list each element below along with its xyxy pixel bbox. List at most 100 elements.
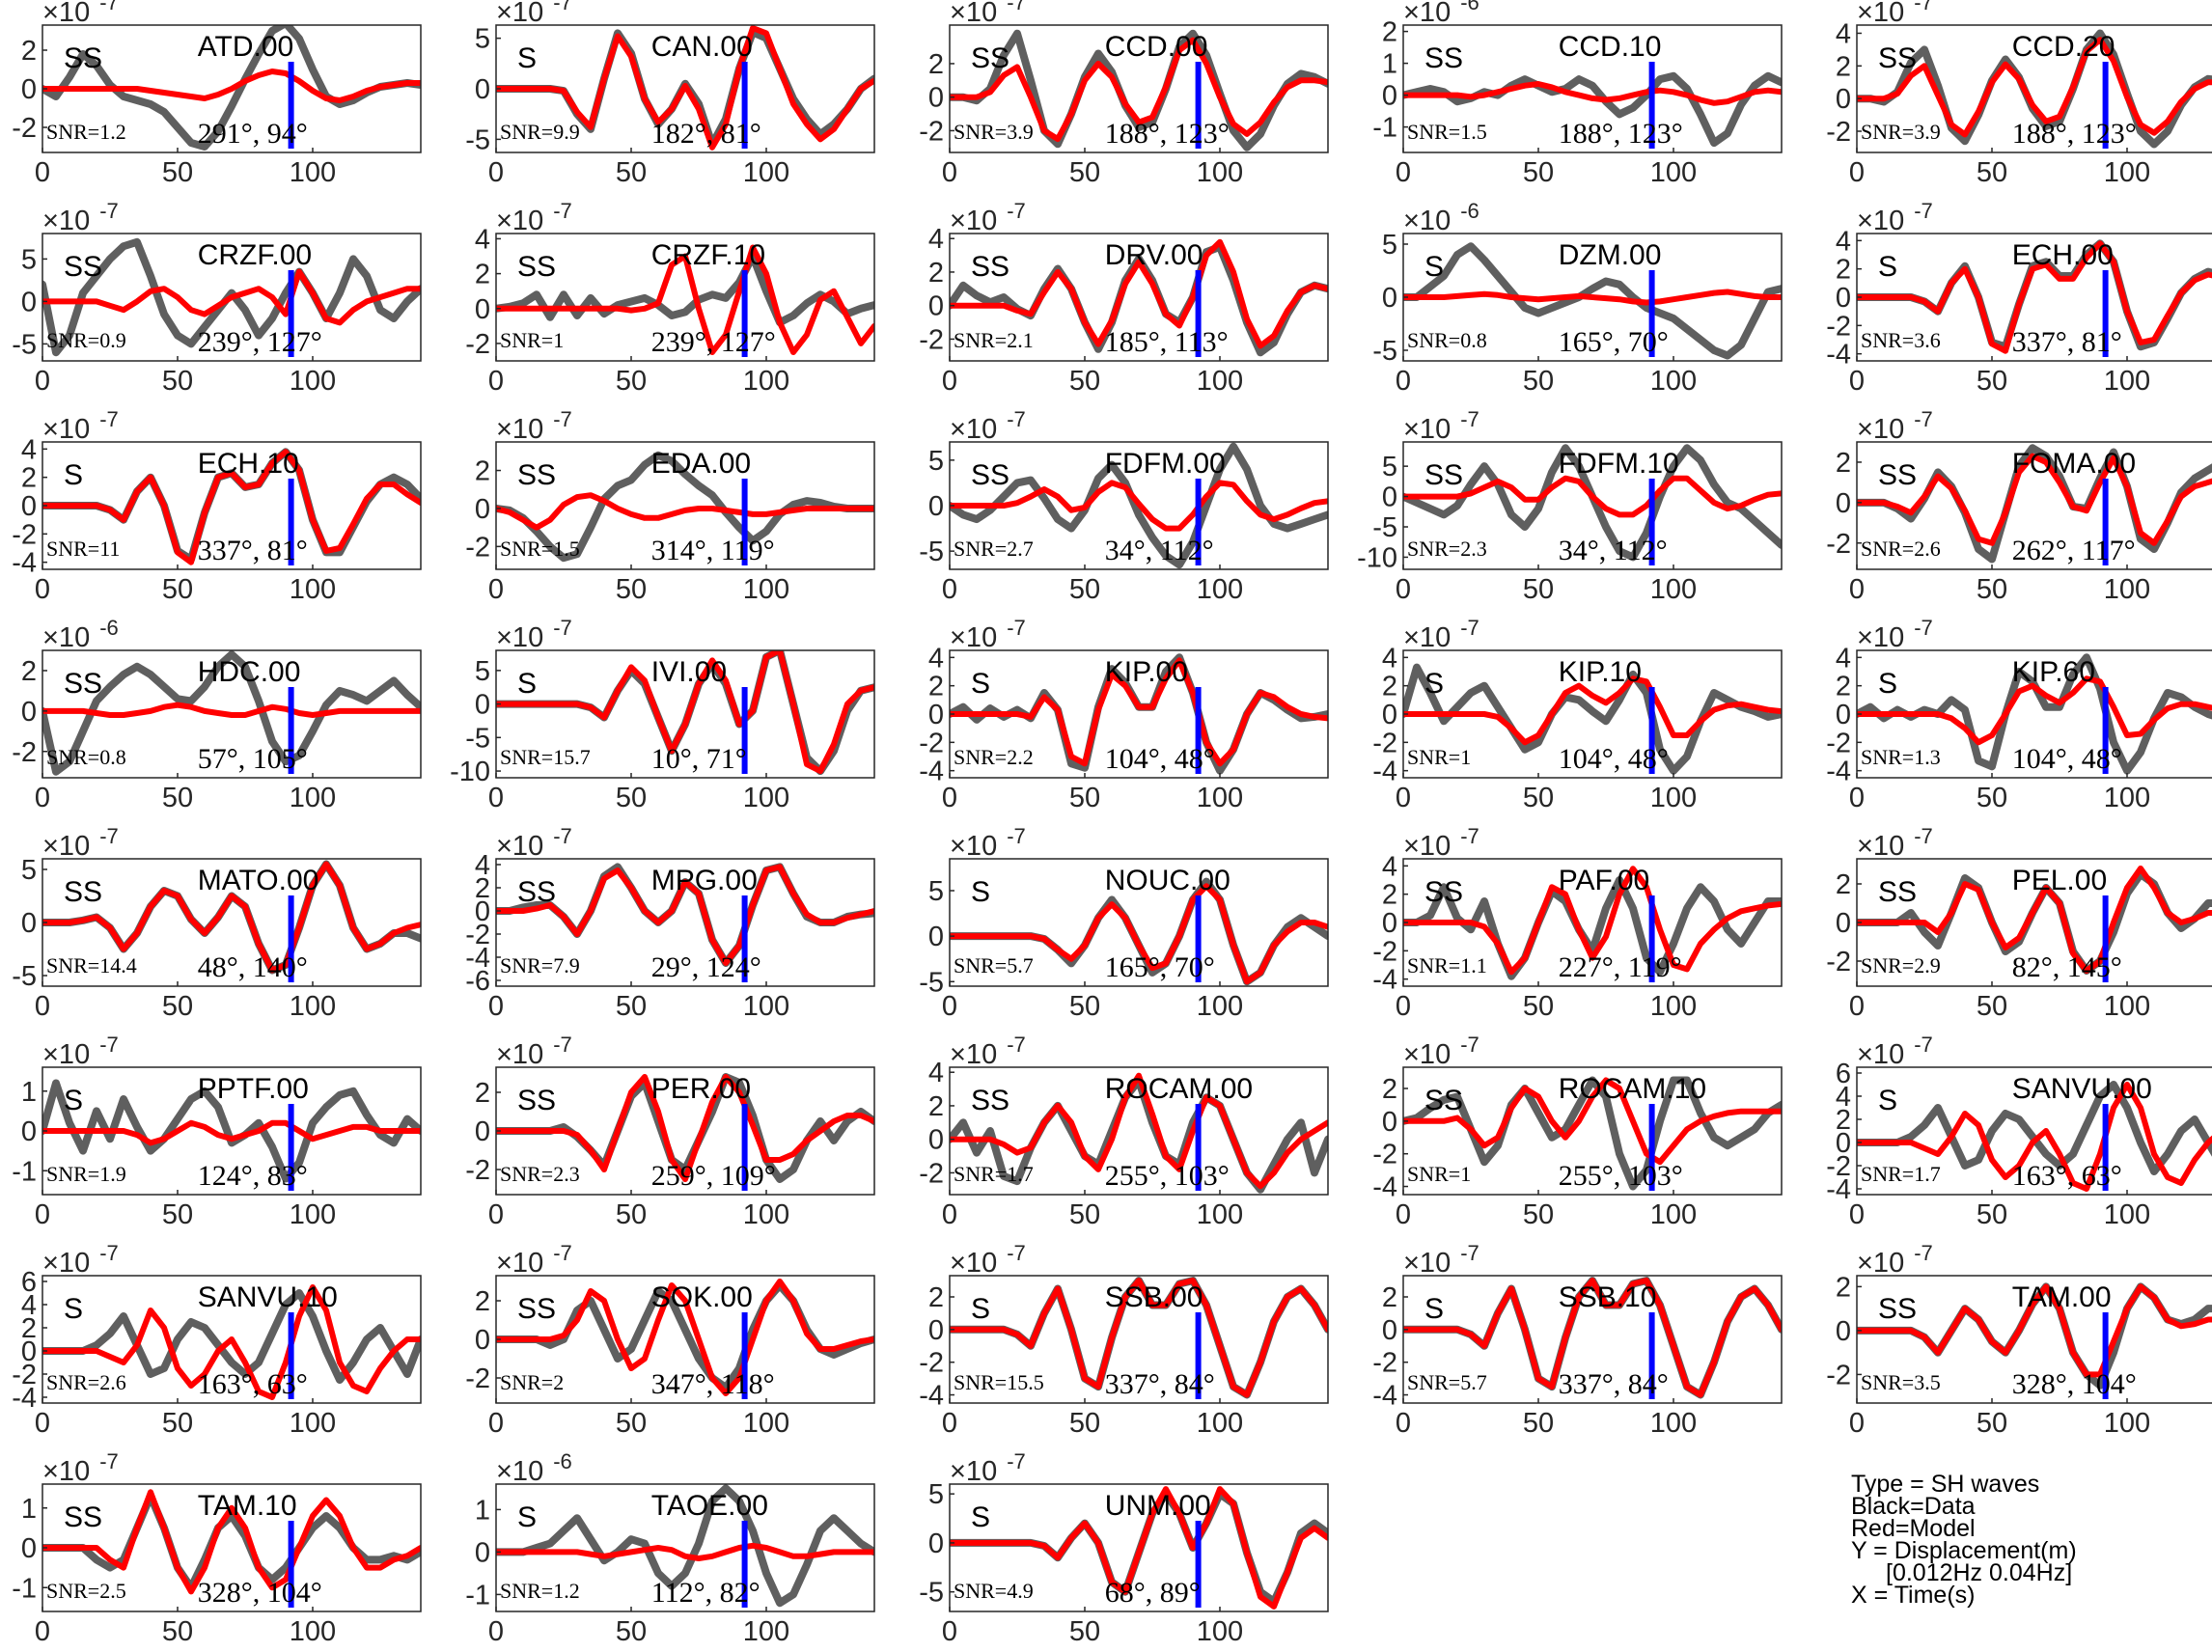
angles-label: 239°, 127° bbox=[651, 326, 776, 358]
y-tick-label: -2 bbox=[1826, 311, 1851, 342]
x-tick-label: 50 bbox=[616, 1408, 647, 1439]
y-tick-label: 0 bbox=[21, 697, 37, 728]
x-tick-label: 50 bbox=[616, 157, 647, 188]
phase-label: S bbox=[971, 876, 990, 908]
model-trace bbox=[42, 861, 421, 974]
x-tick-label: 0 bbox=[1849, 783, 1865, 813]
x-tick-label: 0 bbox=[1849, 157, 1865, 188]
data-trace bbox=[42, 237, 421, 357]
y-exponent: ×10 -7 bbox=[1857, 616, 1933, 653]
y-exponent: ×10 -7 bbox=[496, 1241, 572, 1279]
axes-box bbox=[1856, 441, 2212, 570]
x-tick-label: 50 bbox=[162, 1616, 193, 1647]
panel-tam-10: 0 50 100 -1 0 1×10 -7 SS TAM.10 SNR=2.5 328°, 104° bbox=[12, 1449, 422, 1647]
model-trace bbox=[42, 449, 421, 565]
panel-crzf-10: 0 50 100 -2 0 2 4×10 -7 SS CRZF.10 SNR=1 239°, 127° bbox=[465, 199, 875, 397]
phase-label: S bbox=[1878, 668, 1897, 700]
y-tick-label: 4 bbox=[928, 224, 944, 255]
x-tick-label: 50 bbox=[162, 1199, 193, 1230]
y-tick-label: -4 bbox=[919, 1381, 944, 1412]
y-tick-label: 0 bbox=[475, 1537, 490, 1568]
x-tick-label: 0 bbox=[942, 157, 957, 188]
snr-label: SNR=2.6 bbox=[1861, 537, 1941, 561]
station-label: CCD.00 bbox=[1105, 31, 1208, 63]
x-tick-label: 0 bbox=[1849, 991, 1865, 1022]
x-tick-label: 0 bbox=[1396, 1408, 1411, 1439]
x-tick-label: 100 bbox=[290, 783, 336, 813]
snr-label: SNR=9.9 bbox=[500, 120, 580, 144]
station-label: TAOE.00 bbox=[651, 1490, 768, 1522]
y-tick-label: 0 bbox=[1836, 1128, 1851, 1159]
y-exponent: ×10 -7 bbox=[496, 199, 572, 236]
model-trace bbox=[1403, 675, 1782, 746]
axes-box bbox=[495, 649, 875, 779]
x-tick-label: 50 bbox=[1523, 991, 1554, 1022]
station-label: SANVU.10 bbox=[198, 1281, 338, 1313]
y-tick-label: -4 bbox=[12, 548, 37, 579]
phase-label: S bbox=[1878, 1085, 1897, 1116]
snr-label: SNR=3.5 bbox=[1861, 1370, 1941, 1394]
x-tick-label: 50 bbox=[1977, 1199, 2007, 1230]
x-tick-label: 0 bbox=[1849, 1199, 1865, 1230]
y-exponent: ×10 -7 bbox=[950, 616, 1026, 653]
model-trace bbox=[950, 883, 1328, 985]
station-label: KIP.60 bbox=[2012, 656, 2095, 688]
angles-label: 337°, 81° bbox=[2012, 326, 2122, 358]
y-exponent: ×10 -7 bbox=[950, 0, 1026, 28]
phase-label: SS bbox=[64, 668, 102, 700]
axes-box bbox=[41, 649, 422, 779]
angles-label: 347°, 118° bbox=[651, 1368, 775, 1400]
station-label: SANVU.00 bbox=[2012, 1073, 2152, 1105]
phase-label: SS bbox=[1878, 1293, 1917, 1325]
x-tick-label: 50 bbox=[1523, 366, 1554, 397]
y-tick-label: -5 bbox=[12, 961, 37, 992]
y-tick-label: 0 bbox=[475, 294, 490, 325]
y-tick-label: 1 bbox=[21, 1077, 37, 1108]
y-exponent: ×10 -7 bbox=[42, 407, 119, 445]
y-tick-label: -2 bbox=[465, 532, 490, 563]
data-trace bbox=[496, 252, 874, 327]
snr-label: SNR=1.9 bbox=[46, 1162, 126, 1186]
axes-box bbox=[1856, 1066, 2212, 1196]
angles-label: 328°, 104° bbox=[198, 1577, 322, 1609]
y-tick-label: -1 bbox=[465, 1580, 490, 1611]
y-exponent: ×10 -7 bbox=[950, 199, 1026, 236]
y-tick-label: -2 bbox=[919, 1158, 944, 1189]
model-trace bbox=[496, 244, 874, 355]
phase-label: S bbox=[64, 459, 83, 491]
angles-label: 188°, 123° bbox=[1105, 118, 1230, 150]
x-tick-label: 0 bbox=[35, 783, 50, 813]
data-trace bbox=[1403, 242, 1782, 360]
y-tick-label: 0 bbox=[928, 491, 944, 522]
model-trace bbox=[950, 37, 1328, 143]
y-tick-label: -5 bbox=[465, 124, 490, 155]
snr-label: SNR=1.7 bbox=[954, 1162, 1034, 1186]
phase-label: SS bbox=[1878, 876, 1917, 908]
y-tick-label: 0 bbox=[1382, 700, 1397, 730]
x-tick-label: 100 bbox=[743, 1199, 789, 1230]
y-tick-label: -5 bbox=[919, 1578, 944, 1609]
y-exponent: ×10 -7 bbox=[42, 1449, 119, 1487]
y-tick-label: -4 bbox=[1372, 1172, 1397, 1203]
phase-label: S bbox=[1424, 668, 1444, 700]
y-tick-label: -2 bbox=[12, 519, 37, 550]
angles-label: 163°, 63° bbox=[2012, 1160, 2122, 1192]
panel-sok-00: 0 50 100 -2 0 2×10 -7 SS SOK.00 SNR=2 347°, 118° bbox=[465, 1241, 875, 1439]
x-tick-label: 50 bbox=[1069, 157, 1100, 188]
x-tick-label: 0 bbox=[942, 991, 957, 1022]
angles-label: 227°, 119° bbox=[1559, 951, 1682, 983]
y-tick-label: -4 bbox=[1372, 1381, 1397, 1412]
y-tick-label: 5 bbox=[1382, 452, 1397, 482]
x-tick-label: 100 bbox=[290, 1408, 336, 1439]
y-tick-label: -2 bbox=[919, 1348, 944, 1379]
y-tick-label: 0 bbox=[1382, 1107, 1397, 1138]
model-trace bbox=[1403, 81, 1782, 106]
snr-label: SNR=4.9 bbox=[954, 1579, 1034, 1603]
y-tick-label: -1 bbox=[1372, 113, 1397, 144]
station-label: ROCAM.10 bbox=[1559, 1073, 1706, 1105]
y-tick-label: 0 bbox=[928, 1125, 944, 1156]
model-trace bbox=[1857, 240, 2212, 354]
x-tick-label: 50 bbox=[1523, 157, 1554, 188]
x-tick-label: 50 bbox=[616, 991, 647, 1022]
